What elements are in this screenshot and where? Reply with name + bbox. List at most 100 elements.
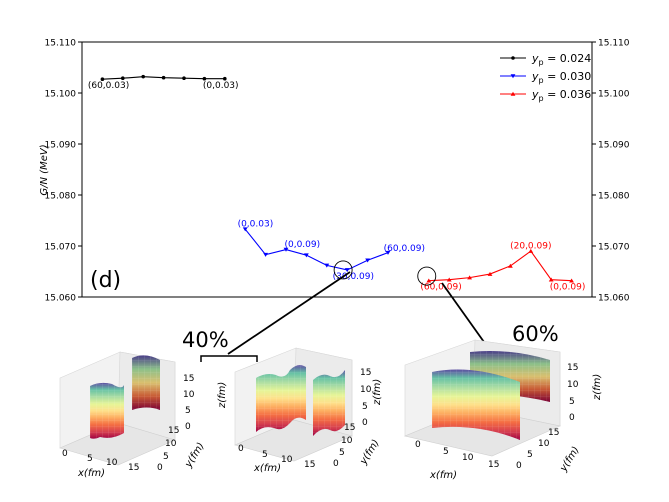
point-annotation: (0,0.09) (284, 240, 320, 250)
data-point (324, 263, 330, 268)
inset2-y-tick: 5 (339, 448, 345, 458)
percent-label-60: 60% (512, 322, 559, 346)
y-tick-label-left: 15.100 (45, 90, 77, 100)
data-point (100, 77, 105, 82)
inset1-x-label: x(fm) (77, 468, 105, 479)
series-line (428, 250, 572, 282)
panel-label: (d) (90, 268, 121, 293)
inset3-y-tick: 0 (516, 461, 522, 471)
inset2-y-tick: 10 (341, 436, 353, 446)
y-ticks-right: 15.060 15.070 15.080 15.090 15.100 15.110 (592, 39, 630, 304)
legend: yp = 0.024 yp = 0.030 yp = 0.036 (500, 52, 591, 103)
data-point (263, 252, 268, 257)
inset2-surface-b-mesh (313, 370, 345, 436)
legend-marker (510, 74, 516, 79)
y-axis-label: G/N (MeV) (39, 144, 50, 195)
y-axis-label-text: G/N (MeV) (39, 144, 50, 195)
highlight-layer (333, 260, 437, 286)
inset1-x-tick: 5 (87, 454, 93, 464)
inset-3d-plot-1: 0 5 10 15 x(fm) 0 5 10 15 y(fm) (59, 351, 207, 479)
inset1-z-tick: 15 (183, 374, 194, 384)
inset3-z-label: z(fm) (592, 374, 603, 401)
data-point (283, 247, 289, 252)
inset1-surface-a-mesh (90, 382, 124, 439)
data-point (182, 76, 186, 81)
point-annotation: (30,0.09) (333, 272, 374, 282)
data-point (304, 253, 309, 258)
inset3-x-tick: 10 (462, 453, 474, 463)
inset2-y-tick: 15 (344, 423, 355, 433)
y-tick-label-right: 15.070 (598, 243, 630, 253)
y-tick-label-left: 15.070 (45, 243, 77, 253)
inset3-x-tick: 15 (488, 460, 499, 470)
series-1 (242, 227, 391, 273)
point-annotation: (0,0.03) (203, 81, 239, 91)
data-point (141, 74, 145, 79)
y-tick-label-right: 15.110 (598, 39, 630, 49)
inset3-y-tick: 10 (538, 439, 550, 449)
inset2-z-label: z(fm) (372, 379, 383, 406)
point-annotation: (0,0.03) (238, 220, 274, 230)
point-annotation: (60,0.03) (88, 81, 129, 91)
inset1-y-tick: 10 (165, 439, 177, 449)
data-point (528, 248, 534, 253)
highlight-circle (333, 260, 353, 280)
inset1-z-label: z(fm) (217, 382, 228, 409)
inset2-surface-a-mesh (256, 365, 306, 432)
y-tick-label-left: 15.090 (45, 141, 77, 151)
inset2-y-label: y(fm) (358, 438, 382, 468)
inset1-x-tick: 0 (62, 449, 68, 459)
data-point (487, 271, 493, 276)
inset1-x-tick: 10 (106, 458, 118, 468)
data-point (508, 263, 513, 268)
legend-label: yp = 0.024 (531, 52, 591, 67)
annotation-layer: (60,0.03) (0,0.03) (0,0.03) (0,0.09) (30,0.0… (88, 81, 586, 292)
y-tick-label-right: 15.100 (598, 90, 630, 100)
series-line (244, 228, 389, 271)
series-layer (100, 74, 574, 283)
point-annotation: (0,0.09) (550, 282, 586, 292)
inset-bracket (200, 355, 258, 362)
inset2-x-tick: 15 (304, 460, 315, 470)
data-point (426, 278, 432, 283)
inset2-z-tick: 5 (362, 402, 368, 412)
data-point (385, 250, 391, 255)
inset-3d-plot-3: 0 5 10 15 x(fm) 0 5 10 15 y(fm) 15 10 5 … (404, 339, 603, 481)
inset2-x-label: x(fm) (253, 463, 281, 474)
data-point (344, 268, 350, 273)
data-point (223, 76, 227, 81)
inset3-surface-front-mesh (432, 369, 520, 440)
inset2-z-tick: 10 (360, 385, 372, 395)
data-point (365, 258, 370, 263)
series-0 (100, 74, 227, 82)
inset3-x-label: x(fm) (429, 470, 457, 481)
point-annotation: (60,0.09) (384, 244, 425, 254)
y-tick-label-left: 15.080 (45, 192, 77, 202)
inset3-x-tick: 0 (415, 440, 421, 450)
data-point (569, 278, 574, 283)
inset1-z-tick: 0 (185, 422, 191, 432)
callout-line-60 (441, 282, 485, 343)
inset3-z-tick: 10 (567, 380, 579, 390)
inset1-z-tick: 5 (185, 406, 191, 416)
inset2-x-tick: 5 (262, 450, 268, 460)
legend-label: yp = 0.030 (531, 70, 591, 85)
inset1-z-tick: 10 (183, 390, 195, 400)
y-tick-label-left: 15.060 (45, 294, 77, 304)
series-2 (426, 248, 574, 283)
inset3-z-tick: 0 (569, 413, 575, 423)
inset2-x-tick: 0 (238, 444, 244, 454)
callout-line-40 (227, 271, 351, 355)
data-point (121, 76, 125, 81)
data-point (242, 227, 248, 232)
inset3-z-tick: 15 (567, 363, 578, 373)
y-ticks-left: 15.060 15.070 15.080 15.090 15.100 15.110 (45, 39, 82, 304)
legend-marker (511, 56, 515, 60)
y-tick-label-right: 15.090 (598, 141, 630, 151)
percent-label-40: 40% (182, 328, 229, 352)
data-point (202, 76, 207, 81)
plot-frame (81, 41, 593, 298)
inset1-surface-b-mesh (132, 355, 160, 410)
inset1-y-tick: 5 (163, 452, 169, 462)
